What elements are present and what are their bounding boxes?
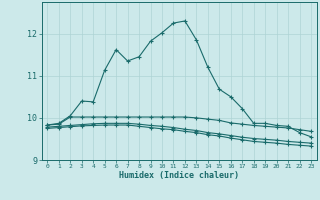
- X-axis label: Humidex (Indice chaleur): Humidex (Indice chaleur): [119, 171, 239, 180]
